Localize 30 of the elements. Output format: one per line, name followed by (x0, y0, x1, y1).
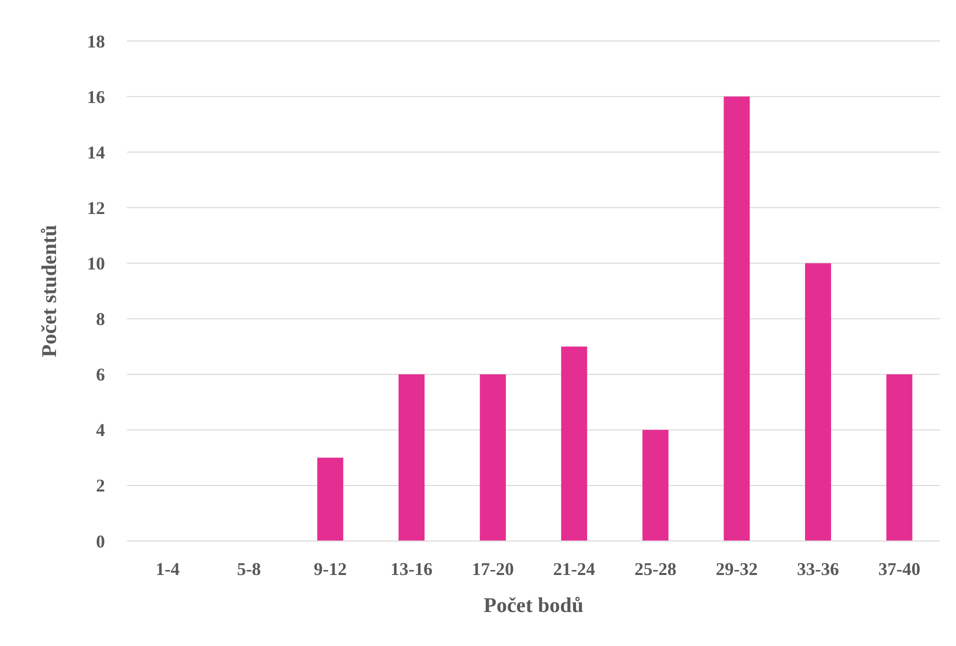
y-tick-label: 0 (96, 531, 105, 552)
bar (805, 263, 832, 541)
y-tick-label: 10 (87, 254, 105, 274)
x-tick-label: 13-16 (390, 559, 433, 579)
bar (642, 430, 668, 541)
bar (886, 374, 912, 541)
bar (561, 346, 588, 541)
y-tick-label: 6 (96, 364, 105, 385)
y-tick-label: 16 (87, 86, 105, 107)
x-tick-label: 1-4 (156, 559, 180, 579)
x-axis-title: Počet bodů (484, 593, 584, 617)
y-axis-title: Počet studentů (37, 224, 61, 358)
y-tick-label: 4 (96, 420, 105, 440)
bar (480, 374, 506, 541)
x-tick-label: 37-40 (878, 559, 920, 579)
x-tick-label: 33-36 (797, 559, 840, 579)
x-tick-label: 17-20 (472, 559, 514, 579)
y-tick-label: 8 (96, 309, 105, 330)
x-tick-label: 29-32 (716, 559, 758, 579)
y-tick-label: 2 (96, 476, 105, 496)
bar (317, 458, 344, 541)
x-tick-label: 25-28 (634, 559, 676, 579)
bar (398, 374, 425, 541)
y-tick-label: 14 (87, 142, 105, 162)
x-tick-label: 21-24 (553, 559, 596, 579)
y-tick-label: 12 (87, 198, 105, 218)
bar (724, 96, 750, 541)
y-tick-label: 18 (87, 31, 105, 52)
x-tick-label: 9-12 (314, 559, 347, 579)
x-tick-label: 5-8 (236, 559, 261, 579)
